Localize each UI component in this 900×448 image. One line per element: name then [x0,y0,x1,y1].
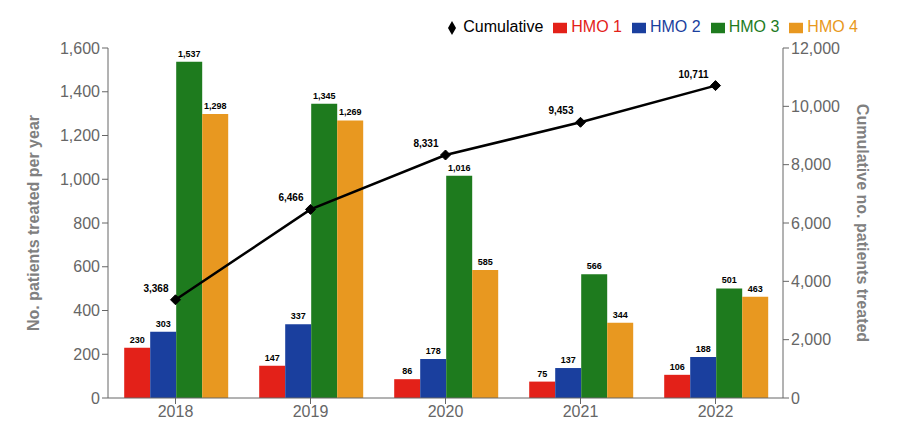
svg-text:75: 75 [537,369,547,379]
svg-text:12,000: 12,000 [791,40,840,57]
svg-text:137: 137 [561,355,576,365]
svg-text:1,298: 1,298 [204,101,227,111]
svg-text:Cumulative no. patients treate: Cumulative no. patients treated [854,104,871,342]
html-text:HMO 1: HMO 1 [571,18,622,35]
svg-text:344: 344 [613,310,628,320]
svg-text:10,711: 10,711 [678,69,708,80]
svg-text:188: 188 [696,344,711,354]
svg-text:3,368: 3,368 [143,283,168,294]
svg-text:2021: 2021 [563,403,599,420]
svg-text:2,000: 2,000 [791,331,831,348]
svg-text:8,331: 8,331 [413,138,438,149]
svg-text:106: 106 [670,362,685,372]
svg-text:200: 200 [73,346,100,363]
svg-text:0: 0 [791,390,800,407]
svg-text:2019: 2019 [293,403,329,420]
svg-text:463: 463 [748,284,763,294]
svg-text:1,537: 1,537 [178,49,201,59]
svg-text:147: 147 [265,353,280,363]
svg-text:86: 86 [402,366,412,376]
svg-text:10,000: 10,000 [791,98,840,115]
svg-text:337: 337 [291,311,306,321]
svg-text:9,453: 9,453 [548,105,573,116]
svg-text:566: 566 [587,261,602,271]
svg-text:1,016: 1,016 [448,163,471,173]
svg-text:400: 400 [73,302,100,319]
svg-text:600: 600 [73,258,100,275]
svg-text:1,400: 1,400 [60,83,100,100]
html-text:HMO 2: HMO 2 [650,18,701,35]
html-text:HMO 4: HMO 4 [807,18,858,35]
svg-text:2022: 2022 [698,403,734,420]
svg-text:No. patients treated per year: No. patients treated per year [25,115,42,331]
svg-text:2020: 2020 [428,403,464,420]
svg-text:8,000: 8,000 [791,156,831,173]
svg-text:1,269: 1,269 [339,107,362,117]
svg-text:1,200: 1,200 [60,127,100,144]
svg-text:230: 230 [130,335,145,345]
svg-text:0: 0 [91,390,100,407]
svg-text:6,000: 6,000 [791,215,831,232]
svg-text:178: 178 [426,346,441,356]
svg-text:1,600: 1,600 [60,40,100,57]
svg-text:1,345: 1,345 [313,91,336,101]
svg-text:1,000: 1,000 [60,171,100,188]
svg-text:800: 800 [73,215,100,232]
svg-text:6,466: 6,466 [278,192,303,203]
svg-text:585: 585 [478,257,493,267]
svg-text:501: 501 [722,275,737,285]
svg-text:303: 303 [156,319,171,329]
html-text:HMO 3: HMO 3 [728,18,780,35]
svg-text:4,000: 4,000 [791,273,831,290]
html-text:Cumulative: Cumulative [463,18,544,35]
svg-text:2018: 2018 [158,403,194,420]
